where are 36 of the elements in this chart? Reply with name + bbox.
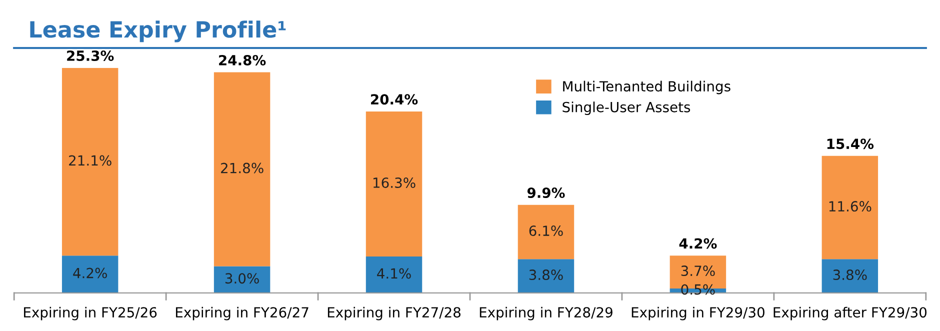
x-tick-label: Expiring in FY29/30 bbox=[632, 306, 764, 320]
bar bbox=[366, 111, 422, 256]
data-label: 3.0% bbox=[225, 273, 259, 284]
bar bbox=[62, 68, 118, 256]
data-label: 16.3% bbox=[373, 177, 416, 188]
total-label: 9.9% bbox=[527, 187, 565, 198]
total-label: 15.4% bbox=[827, 138, 874, 150]
chart-title: Lease Expiry Profile¹ bbox=[30, 20, 286, 42]
data-label: 3.8% bbox=[833, 270, 867, 280]
bar bbox=[822, 259, 878, 293]
data-label: 4.1% bbox=[377, 268, 411, 279]
legend-label: Single-User Assets bbox=[562, 102, 690, 116]
bar bbox=[822, 156, 878, 260]
data-label: 6.1% bbox=[529, 226, 563, 236]
total-label: 25.3% bbox=[67, 50, 114, 61]
bar bbox=[518, 259, 574, 293]
data-label: 21.8% bbox=[221, 162, 264, 174]
total-label: 20.4% bbox=[371, 94, 418, 105]
x-tick-label: Expiring after FY29/30 bbox=[774, 306, 927, 320]
data-label: 3.7% bbox=[681, 266, 715, 276]
total-label: 4.2% bbox=[679, 238, 717, 249]
total-label: 24.8% bbox=[219, 54, 266, 66]
bar bbox=[518, 204, 574, 260]
bar bbox=[62, 256, 118, 293]
data-label: 3.8% bbox=[529, 270, 563, 280]
data-label: 21.1% bbox=[69, 155, 112, 166]
bar bbox=[366, 256, 422, 293]
x-tick-label: Expiring in FY27/28 bbox=[328, 306, 460, 320]
data-label: 11.6% bbox=[829, 201, 872, 212]
x-tick-label: Expiring in FY25/26 bbox=[24, 306, 157, 320]
legend-label: Multi-Tenanted Buildings bbox=[563, 80, 730, 94]
bar bbox=[214, 266, 270, 293]
x-tick-label: Expiring in FY26/27 bbox=[176, 306, 308, 320]
x-tick-label: Expiring in FY28/29 bbox=[480, 306, 612, 320]
bar bbox=[214, 72, 270, 266]
data-label: 4.2% bbox=[73, 268, 107, 278]
